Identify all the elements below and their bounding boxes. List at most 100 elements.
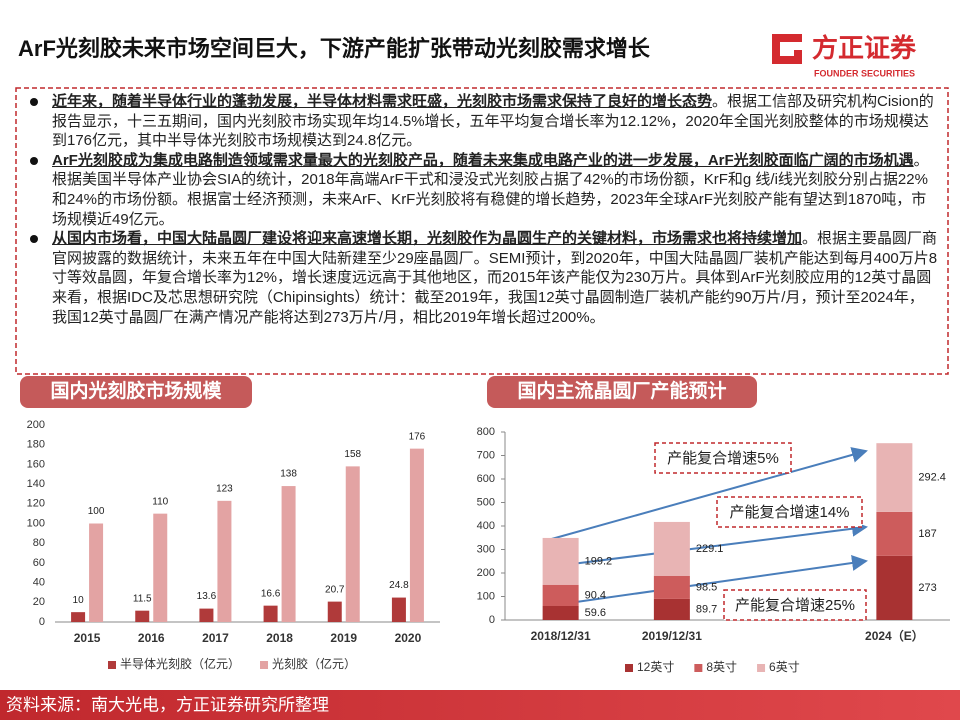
arrow <box>547 447 868 541</box>
bullet-lead: 从国内市场看，中国大陆晶圆厂建设将迎来高速增长期，光刻胶作为晶圆生产的关键材料，… <box>52 230 803 248</box>
x-tick-label: 2018 <box>266 631 293 645</box>
data-label: 176 <box>409 431 426 442</box>
legend-label: 6英寸 <box>769 660 800 674</box>
data-label: 90.4 <box>585 589 606 601</box>
data-label: 16.6 <box>261 588 281 599</box>
x-tick-label: 2024（E） <box>865 628 924 643</box>
bar <box>345 466 360 622</box>
bar <box>89 523 104 622</box>
arrow <box>547 520 868 568</box>
data-label: 158 <box>344 449 361 460</box>
section-header: 国内光刻胶市场规模 <box>50 379 222 402</box>
data-label: 98.5 <box>696 581 717 593</box>
x-tick-label: 2017 <box>202 631 229 645</box>
bullet-lead: ArF光刻胶成为集成电路制造领域需求量最大的光刻胶产品，随着未来集成电路产业的进… <box>52 151 914 169</box>
annotation: 产能复合增速14% <box>729 503 849 521</box>
y-tick-label: 0 <box>39 616 45 628</box>
bullet: 从国内市场看，中国大陆晶圆厂建设将迎来高速增长期，光刻胶作为晶圆生产的关键材料，… <box>22 229 938 327</box>
y-tick-label: 60 <box>33 557 45 569</box>
x-tick-label: 2020 <box>395 631 422 645</box>
data-label: 199.2 <box>585 555 613 567</box>
y-tick-label: 200 <box>477 567 495 579</box>
annotation: 产能复合增速5% <box>667 449 779 467</box>
bar-segment <box>542 605 579 620</box>
bar-segment <box>876 443 913 512</box>
bar <box>391 597 406 622</box>
y-tick-label: 700 <box>477 449 495 461</box>
x-tick-label: 2019/12/31 <box>642 629 702 643</box>
data-label: 24.8 <box>389 580 409 591</box>
bar-segment <box>653 575 690 599</box>
annotation-box <box>654 442 792 474</box>
section-header-bg <box>487 376 757 408</box>
arrows <box>547 447 868 607</box>
bar-segment <box>876 511 913 556</box>
arrow <box>547 555 868 607</box>
legend-label: 8英寸 <box>706 660 737 674</box>
bar-segment <box>542 584 579 606</box>
data-label: 273 <box>918 582 936 594</box>
bar <box>409 448 424 622</box>
bar-segment <box>876 555 913 620</box>
data-label: 11.5 <box>133 593 152 604</box>
bar <box>217 500 232 622</box>
legend-label: 半导体光刻胶（亿元） <box>120 656 240 671</box>
data-label: 187 <box>918 528 936 540</box>
bullet-text: 。根据工信部及研究机构Cision的报告显示，十三五期间，国内光刻胶市场实现年均… <box>52 93 934 150</box>
data-label: 110 <box>152 496 168 507</box>
legend-swatch <box>260 661 269 669</box>
legend-label: 12英寸 <box>637 660 674 674</box>
data-label: 123 <box>216 483 233 494</box>
annotation-box <box>723 589 867 621</box>
data-label: 13.6 <box>197 591 217 602</box>
y-tick-label: 300 <box>477 543 495 555</box>
y-tick-label: 800 <box>477 426 495 438</box>
logo-name: 方正证券 <box>812 33 917 63</box>
y-tick-label: 140 <box>27 478 45 490</box>
data-label: 89.7 <box>696 603 717 615</box>
y-tick-label: 120 <box>27 498 45 510</box>
annotation-box <box>716 496 863 528</box>
legend-swatch <box>694 664 703 672</box>
y-tick-label: 40 <box>33 577 45 589</box>
text-box <box>15 87 949 375</box>
slide-title: ArF光刻胶未来市场空间巨大，下游产能扩张带动光刻胶需求增长 <box>18 36 651 61</box>
y-tick-label: 400 <box>477 520 495 532</box>
footer-bar <box>0 690 960 720</box>
legend-swatch <box>625 664 633 672</box>
bar <box>135 610 150 622</box>
x-tick-label: 2018/12/31 <box>531 629 591 643</box>
y-tick-label: 600 <box>477 473 495 485</box>
logo-english: FOUNDER SECURITIES <box>814 68 915 78</box>
y-tick-label: 500 <box>477 496 495 508</box>
y-tick-label: 200 <box>27 419 45 431</box>
bullet-text: 。根据主要晶圆厂商官网披露的数据统计，未来五年在中国大陆新建至少29座晶圆厂。S… <box>52 230 938 326</box>
bullet-text: 。根据美国半导体产业协会SIA的统计，2018年高端ArF干式和浸没式光刻胶占据… <box>52 151 929 228</box>
y-tick-label: 100 <box>477 590 495 602</box>
data-label: 138 <box>280 469 297 480</box>
bar-segment <box>653 521 690 576</box>
y-tick-label: 20 <box>33 596 45 608</box>
bullet: ArF光刻胶成为集成电路制造领域需求量最大的光刻胶产品，随着未来集成电路产业的进… <box>22 151 938 229</box>
logo-icon <box>772 34 802 64</box>
legend-swatch <box>757 664 766 672</box>
data-label: 59.6 <box>585 607 606 619</box>
y-tick-label: 160 <box>27 458 45 470</box>
bar <box>327 601 342 622</box>
legend-label: 光刻胶（亿元） <box>272 656 356 671</box>
bar-segment <box>653 598 690 620</box>
bullet: 近年来，随着半导体行业的蓬勃发展，半导体材料需求旺盛，光刻胶市场需求保持了良好的… <box>22 92 938 151</box>
y-tick-label: 100 <box>27 517 45 529</box>
section-header: 国内主流晶圆厂产能预计 <box>517 379 726 402</box>
bar <box>199 608 214 622</box>
source: 资料来源：南大光电，方正证券研究所整理 <box>6 695 329 714</box>
logo: 方正证券 FOUNDER SECURITIES <box>772 33 917 78</box>
bar <box>71 612 86 622</box>
x-tick-label: 2019 <box>330 631 357 645</box>
section-header-bg <box>20 376 252 408</box>
y-tick-label: 80 <box>33 537 45 549</box>
data-label: 100 <box>88 506 105 517</box>
y-tick-label: 0 <box>489 614 495 626</box>
data-label: 10 <box>73 595 85 606</box>
